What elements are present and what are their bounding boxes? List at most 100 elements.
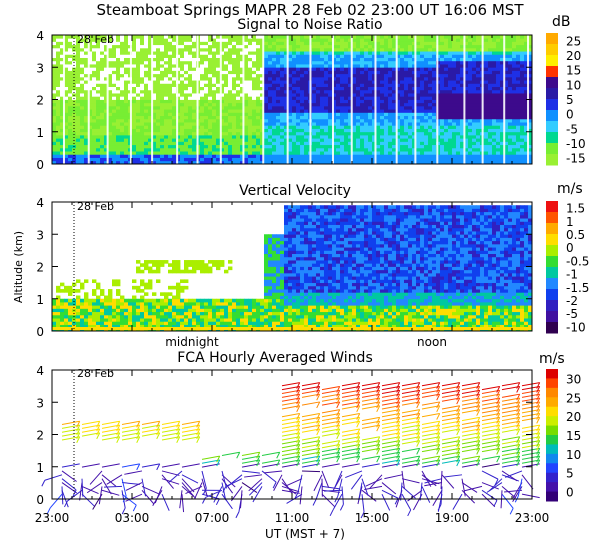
snr-cell [328,151,333,155]
snr-cell [508,83,513,87]
snr-cell [428,89,433,94]
snr-cell [268,112,273,117]
snr-cell [180,131,185,136]
snr-cell [468,54,473,58]
snr-cell [84,125,89,129]
snr-cell [496,154,501,158]
snr-cell [236,86,241,91]
snr-cell [160,151,165,155]
snr-cell [108,73,113,78]
snr-cell [496,64,501,68]
snr-cell [300,89,305,94]
snr-cell [384,109,389,113]
snr-cell [164,125,169,129]
snr-cell [316,73,321,78]
snr-cell [368,109,373,113]
snr-cell [336,131,341,136]
snr-cell [96,157,101,162]
snr-cell [108,51,113,55]
snr-cell [388,151,393,155]
snr-cell [432,105,437,110]
snr-cell [492,93,497,97]
snr-cell [248,96,253,100]
snr-cell [464,44,469,49]
snr-cell [204,109,209,113]
snr-cell [504,99,509,104]
snr-cell [424,67,429,71]
snr-cell [184,138,189,142]
snr-cell [80,51,85,55]
snr-cell [440,67,445,71]
snr-cell [180,80,185,84]
snr-cell [492,128,497,133]
snr-cell [528,154,533,158]
snr-cell [388,144,393,149]
snr-cell [272,89,277,94]
snr-cell [304,138,309,142]
snr-cell [360,54,365,58]
snr-cell [184,96,189,100]
snr-cell [216,138,221,142]
snr-cell [468,99,473,104]
snr-cell [368,141,373,146]
snr-cell [364,44,369,49]
snr-cell [64,125,69,129]
snr-cell [508,115,513,120]
snr-cell [164,86,169,91]
snr-cell [352,35,357,39]
snr-cell [96,134,101,139]
snr-cell [188,122,193,126]
snr-cell [388,54,393,58]
snr-cell [484,118,489,123]
snr-cell [80,144,85,149]
snr-cell [360,76,365,81]
snr-cell [440,154,445,158]
snr-cell [372,154,377,158]
snr-cell [300,35,305,39]
snr-cell [344,51,349,55]
snr-cell [200,109,205,113]
snr-cell [224,54,229,58]
snr-cell [516,76,521,81]
snr-cell [168,96,173,100]
snr-cell [212,54,217,58]
snr-cell [460,160,465,165]
colorbar-label: 5 [566,93,574,107]
snr-cell [264,70,269,75]
snr-cell [300,105,305,110]
snr-cell [420,51,425,55]
snr-cell [416,35,421,39]
snr-cell [332,51,337,55]
snr-cell [520,144,525,149]
snr-cell [328,54,333,58]
snr-cell [68,115,73,120]
snr-cell [60,73,65,78]
snr-cell [60,86,65,91]
snr-cell [148,89,153,94]
snr-cell [304,89,309,94]
snr-cell [208,115,213,120]
snr-cell [464,64,469,68]
snr-cell [240,76,245,81]
snr-cell [64,154,69,158]
snr-cell [460,112,465,117]
snr-cell [52,67,57,71]
snr-cell [268,157,273,162]
snr-cell [528,96,533,100]
snr-cell [488,160,493,165]
snr-cell [144,102,149,107]
snr-cell [504,93,509,97]
snr-cell [412,118,417,123]
snr-cell [348,118,353,123]
snr-cell [472,70,477,75]
snr-cell [496,122,501,126]
snr-cell [472,128,477,133]
snr-cell [528,86,533,91]
snr-cell [264,57,269,62]
snr-cell [356,96,361,100]
snr-cell [400,96,405,100]
snr-cell [432,112,437,117]
snr-cell [400,86,405,91]
snr-cell [444,102,449,107]
snr-cell [152,76,157,81]
